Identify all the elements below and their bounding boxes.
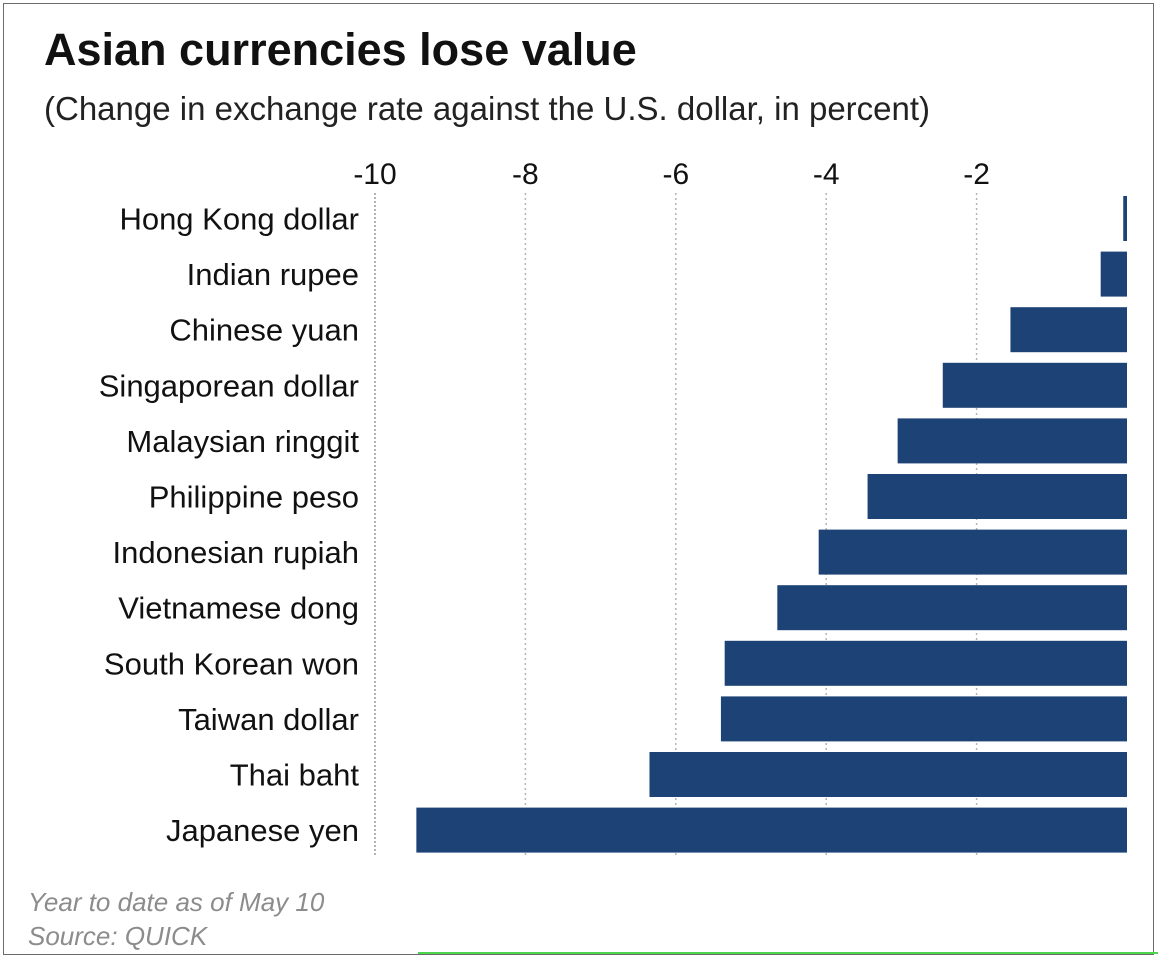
bar	[649, 752, 1127, 797]
bar	[777, 585, 1127, 631]
bar	[818, 529, 1127, 575]
footnote-source: Source: QUICK	[28, 921, 208, 951]
chart-frame	[3, 3, 1154, 955]
category-labels: Hong Kong dollar Indian rupee Chinese yuan…	[99, 202, 360, 849]
footnote-date: Year to date as of May 10	[28, 887, 325, 917]
grid-lines	[374, 193, 978, 855]
bar	[720, 696, 1127, 742]
category-label: Chinese yuan	[169, 313, 359, 348]
x-tick-label: -6	[662, 158, 689, 191]
category-label: Indian rupee	[187, 257, 359, 292]
bar	[724, 640, 1127, 686]
bar	[942, 362, 1127, 408]
bar-chart: -10 -8 -6 -4 -2 Hong Kong dollar Indian rupee…	[99, 158, 1127, 855]
category-label: Hong Kong dollar	[119, 202, 359, 237]
bar	[897, 418, 1127, 464]
category-label: Vietnamese dong	[118, 591, 359, 626]
category-label: South Korean won	[104, 646, 359, 681]
x-tick-label: -10	[353, 158, 396, 191]
category-label: Indonesian rupiah	[113, 535, 359, 570]
bar	[1123, 196, 1127, 241]
chart-subtitle: (Change in exchange rate against the U.S…	[44, 90, 931, 127]
bars	[416, 196, 1127, 853]
category-label: Philippine peso	[149, 480, 359, 515]
bar	[416, 807, 1127, 853]
category-label: Taiwan dollar	[178, 702, 359, 737]
x-tick-label: -2	[963, 158, 990, 191]
bar	[1100, 251, 1127, 297]
bar	[867, 474, 1127, 519]
category-label: Singaporean dollar	[99, 368, 359, 403]
x-tick-label: -4	[813, 158, 840, 191]
accent-rule	[418, 952, 1158, 954]
x-tick-label: -8	[512, 158, 539, 191]
x-axis-ticks: -10 -8 -6 -4 -2	[353, 158, 990, 191]
category-label: Japanese yen	[166, 813, 359, 848]
bar	[1010, 307, 1127, 353]
category-label: Malaysian ringgit	[126, 424, 359, 459]
chart-title: Asian currencies lose value	[44, 24, 637, 75]
category-label: Thai baht	[230, 758, 360, 793]
